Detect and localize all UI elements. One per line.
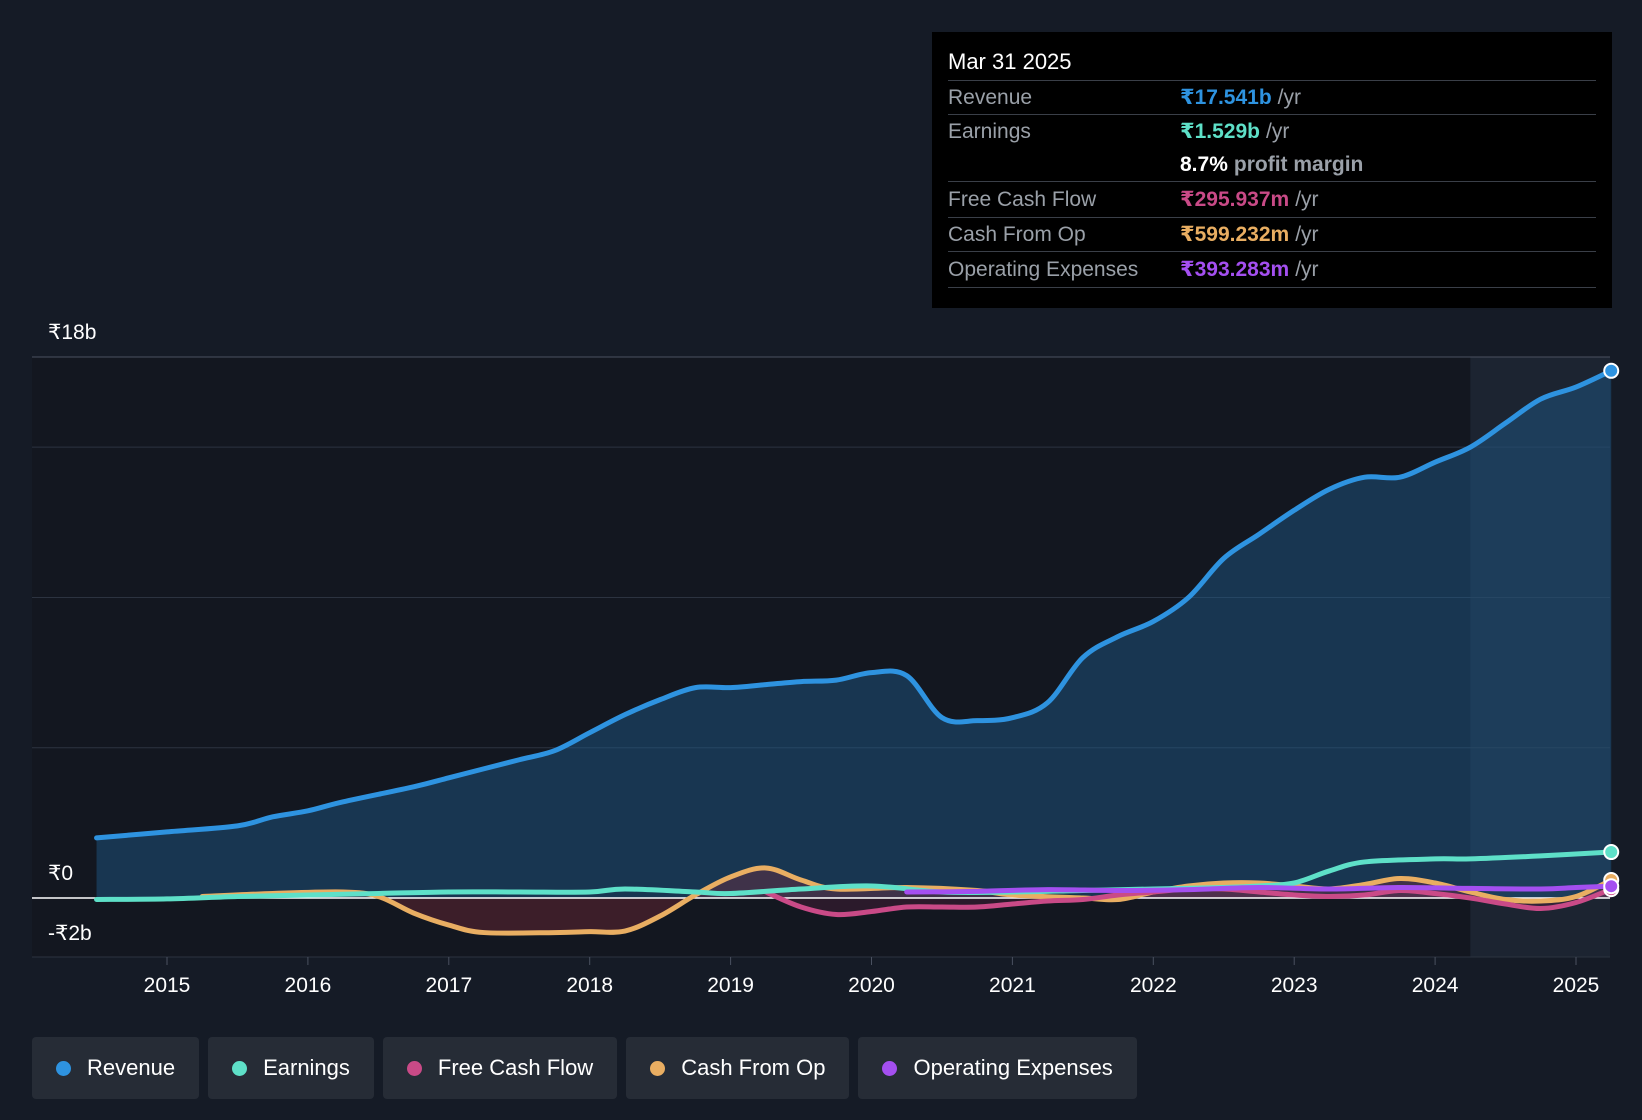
series-line-operating-expenses bbox=[904, 883, 1614, 895]
legend-dot-icon bbox=[882, 1060, 898, 1076]
legend-item-earnings[interactable]: Earnings bbox=[208, 1037, 374, 1099]
legend-dot-icon bbox=[406, 1060, 422, 1076]
tooltip-label: Cash From Op bbox=[948, 223, 1086, 246]
tooltip-label: Revenue bbox=[948, 86, 1033, 109]
x-tick-label: 2017 bbox=[425, 974, 472, 997]
x-tick-label: 2025 bbox=[1553, 974, 1600, 997]
legend-dot-icon bbox=[232, 1060, 248, 1076]
tooltip-margin-value: 8.7% bbox=[1180, 153, 1228, 176]
x-tick-label: 2022 bbox=[1130, 974, 1177, 997]
x-tick-label: 2016 bbox=[285, 974, 332, 997]
chart-area: 2015 2016 2017 2018 2019 2020 2021 2022 2023 2024… bbox=[32, 356, 1620, 997]
y-label-zero: ₹0 bbox=[48, 862, 74, 885]
tooltip-unit: /yr bbox=[1295, 258, 1319, 281]
legend-label: Earnings bbox=[263, 1055, 350, 1080]
end-marker-earnings bbox=[1603, 844, 1620, 861]
legend-item-revenue[interactable]: Revenue bbox=[32, 1037, 200, 1099]
tooltip-unit: /yr bbox=[1277, 86, 1301, 109]
tooltip-unit: /yr bbox=[1295, 188, 1319, 211]
x-tick-label: 2020 bbox=[848, 974, 895, 997]
tooltip-label: Operating Expenses bbox=[948, 258, 1139, 281]
gridlines bbox=[32, 356, 1610, 958]
legend-item-cash-from-op[interactable]: Cash From Op bbox=[626, 1037, 850, 1099]
end-marker-operating-expenses bbox=[1603, 878, 1620, 895]
x-axis-ticks: 2015 2016 2017 2018 2019 2020 2021 2022 2023 2024… bbox=[144, 957, 1600, 997]
legend-label: Revenue bbox=[87, 1055, 176, 1080]
y-label-bottom: -₹2b bbox=[48, 922, 92, 945]
series-line-earnings bbox=[94, 849, 1614, 903]
legend-dot-icon bbox=[56, 1060, 71, 1076]
tooltip-row-revenue: Revenue ₹17.541b /yr bbox=[948, 81, 1596, 115]
tooltip-unit: /yr bbox=[1295, 223, 1319, 246]
y-label-top: ₹18b bbox=[48, 321, 97, 344]
tooltip-date: Mar 31 2025 bbox=[948, 44, 1596, 81]
tooltip-value: ₹17.541b bbox=[1180, 86, 1272, 109]
tooltip-label: Free Cash Flow bbox=[948, 188, 1097, 211]
series-lines bbox=[94, 368, 1614, 936]
x-tick-label: 2015 bbox=[144, 974, 191, 997]
legend-label: Free Cash Flow bbox=[437, 1055, 594, 1080]
x-tick-label: 2019 bbox=[707, 974, 754, 997]
tooltip-label: Earnings bbox=[948, 120, 1031, 143]
tooltip-value: ₹393.283m bbox=[1180, 258, 1290, 281]
tooltip-row-earnings: Earnings ₹1.529b /yr bbox=[948, 115, 1596, 148]
x-tick-label: 2021 bbox=[989, 974, 1036, 997]
tooltip-value: ₹1.529b bbox=[1180, 120, 1260, 143]
tooltip-row-opex: Operating Expenses ₹393.283m /yr bbox=[948, 252, 1596, 288]
end-marker-revenue bbox=[1603, 362, 1620, 379]
series-end-markers bbox=[1603, 362, 1620, 898]
series-area-free-cash-flow bbox=[765, 888, 1612, 915]
legend-label: Cash From Op bbox=[681, 1055, 826, 1080]
plot-background bbox=[32, 357, 1610, 957]
x-tick-label: 2018 bbox=[566, 974, 613, 997]
tooltip-value: ₹295.937m bbox=[1180, 188, 1290, 211]
series-line-revenue bbox=[94, 368, 1614, 841]
legend-item-operating-expenses[interactable]: Operating Expenses bbox=[858, 1037, 1137, 1099]
legend: Revenue Earnings Free Cash Flow Cash Fro… bbox=[32, 1037, 1146, 1099]
tooltip-margin-text: profit margin bbox=[1233, 153, 1364, 176]
tooltip-row-cfo: Cash From Op ₹599.232m /yr bbox=[948, 218, 1596, 252]
tooltip-row-fcf: Free Cash Flow ₹295.937m /yr bbox=[948, 182, 1596, 218]
tooltip-panel: Mar 31 2025 Revenue ₹17.541b /yr Earning… bbox=[932, 32, 1612, 308]
legend-item-free-cash-flow[interactable]: Free Cash Flow bbox=[382, 1037, 618, 1099]
legend-dot-icon bbox=[650, 1060, 666, 1076]
tooltip-unit: /yr bbox=[1266, 120, 1290, 143]
series-area-revenue bbox=[96, 370, 1612, 898]
tooltip-row-margin: 8.7% profit margin bbox=[948, 148, 1596, 182]
legend-label: Operating Expenses bbox=[913, 1055, 1113, 1080]
x-tick-label: 2023 bbox=[1271, 974, 1318, 997]
x-tick-label: 2024 bbox=[1412, 974, 1459, 997]
tooltip-value: ₹599.232m bbox=[1180, 223, 1290, 246]
